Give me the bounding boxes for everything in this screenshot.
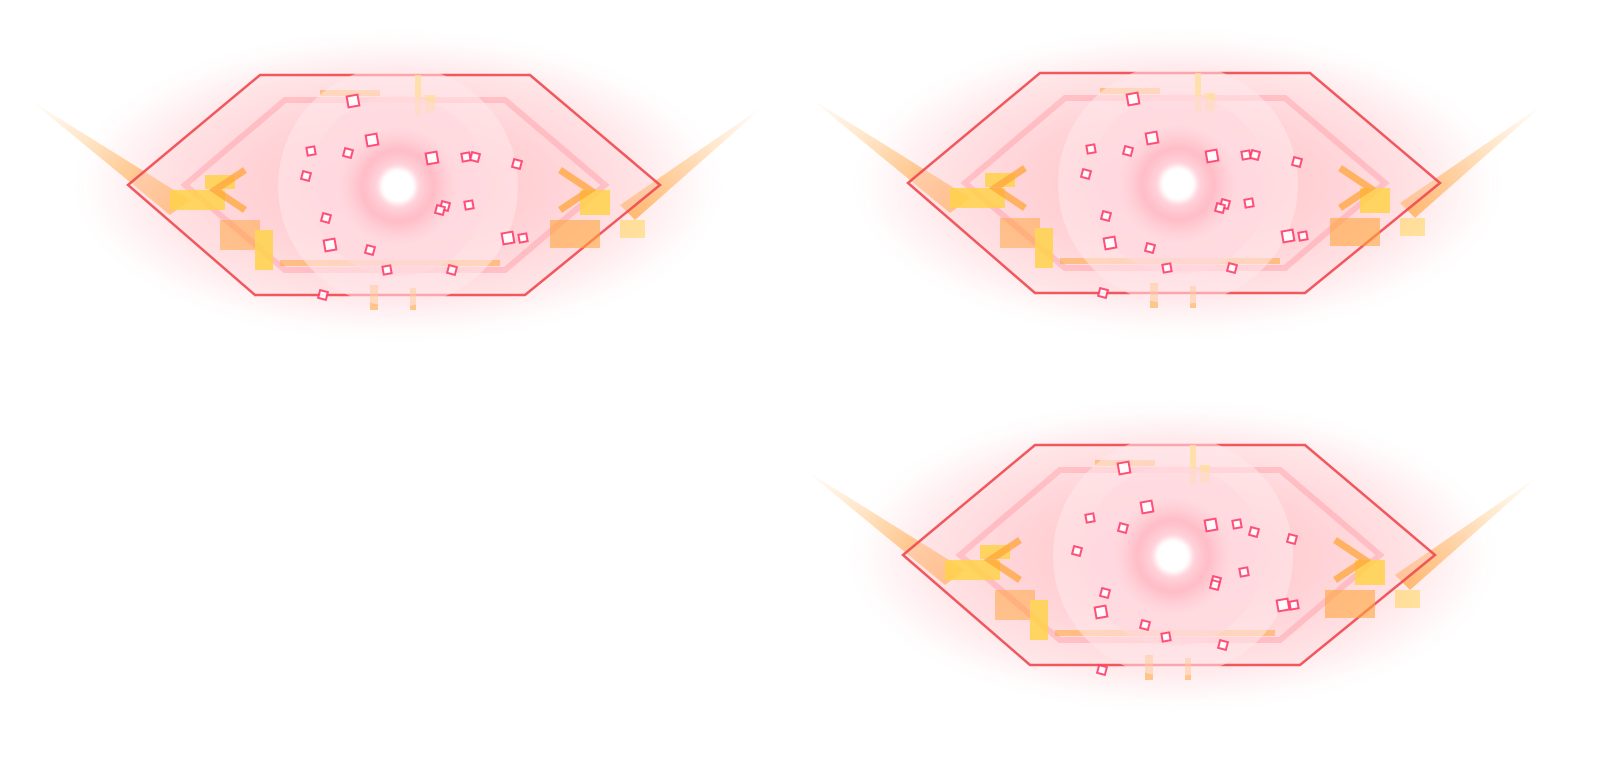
glowing-eye-frame-3: [795, 400, 1555, 730]
glowing-eye-frame-2: [800, 28, 1560, 358]
glowing-eye-frame-1: [20, 30, 780, 360]
